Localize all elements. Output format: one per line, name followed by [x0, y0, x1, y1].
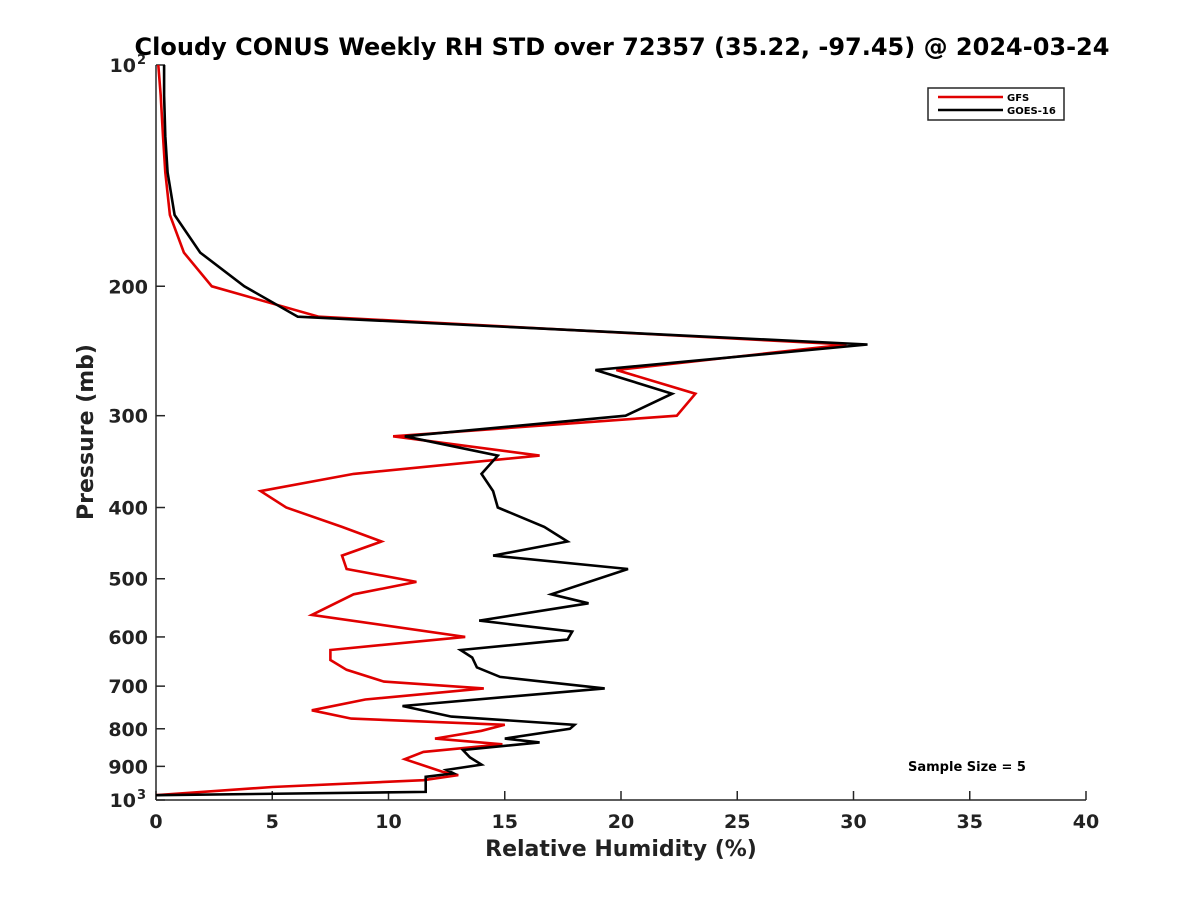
- y-tick-label: 700: [108, 676, 148, 698]
- legend-box: [927, 87, 1065, 121]
- x-tick-label: 10: [375, 811, 401, 833]
- legend-label-gfs: GFS: [1007, 93, 1029, 104]
- y-tick-label: 200: [108, 276, 148, 298]
- y-tick-label: 10: [110, 55, 136, 77]
- y-tick-label: 800: [108, 719, 148, 741]
- series-line-goes-16: [155, 65, 868, 797]
- series: [155, 64, 868, 797]
- y-tick-label: 900: [108, 756, 148, 778]
- x-ticks: 0 5 10 15 20 25 30 35 40: [149, 791, 1099, 833]
- legend-label-goes16: GOES-16: [1007, 106, 1056, 117]
- y-tick-label: 400: [108, 498, 148, 520]
- y-tick-exponent: 3: [137, 788, 146, 803]
- x-tick-label: 30: [840, 811, 866, 833]
- x-axis-label: Relative Humidity (%): [485, 837, 757, 862]
- x-tick-label: 5: [266, 811, 279, 833]
- x-tick-label: 25: [724, 811, 750, 833]
- y-tick-label: 500: [108, 569, 148, 591]
- x-tick-label: 20: [608, 811, 634, 833]
- y-axis-label: Pressure (mb): [74, 344, 99, 520]
- axes: [155, 65, 1086, 801]
- x-tick-label: 0: [149, 811, 162, 833]
- y-tick-exponent: 2: [137, 53, 146, 68]
- chart-title: Cloudy CONUS Weekly RH STD over 72357 (3…: [135, 33, 1110, 61]
- y-tick-label: 10: [110, 790, 136, 812]
- y-tick-label: 600: [108, 627, 148, 649]
- x-tick-label: 40: [1073, 811, 1099, 833]
- legend: GFS GOES-16: [927, 87, 1065, 121]
- x-tick-label: 35: [957, 811, 983, 833]
- x-tick-label: 15: [492, 811, 518, 833]
- sample-size-annotation: Sample Size = 5: [908, 760, 1026, 775]
- series-line-gfs: [155, 64, 847, 797]
- y-tick-label: 300: [108, 406, 148, 428]
